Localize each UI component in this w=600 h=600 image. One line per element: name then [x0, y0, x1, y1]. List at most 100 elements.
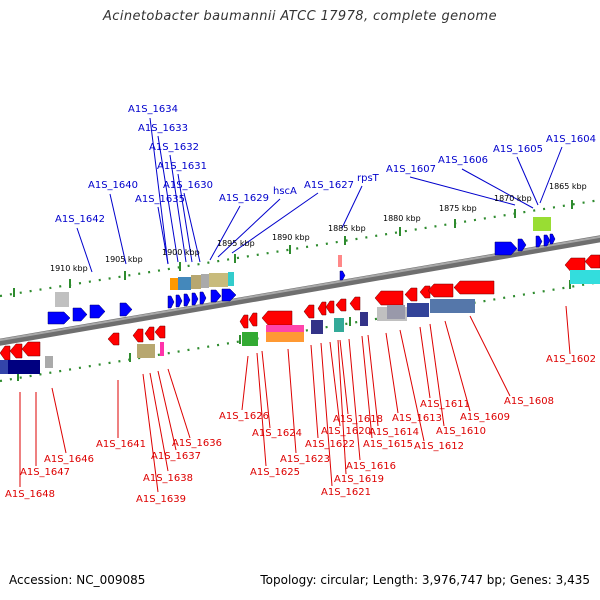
- reverse-gene-label: A1S_1647: [20, 467, 70, 478]
- kbp-tick-label: 1865 kbp: [549, 182, 587, 191]
- reverse-gene-arrow: [427, 283, 454, 298]
- label-leader-line: [399, 329, 425, 442]
- reverse-gene-arrow: [154, 325, 166, 339]
- label-leader-line: [51, 387, 67, 454]
- kbp-tick-label: 1905 kbp: [105, 255, 143, 264]
- reverse-gene-label: A1S_1609: [460, 412, 510, 423]
- forward-gene-arrow: [221, 288, 237, 302]
- feature-box: [160, 342, 164, 356]
- forward-gene-label: A1S_1633: [138, 123, 188, 134]
- label-leader-line: [241, 355, 249, 411]
- label-leader-line: [348, 338, 361, 461]
- reverse-gene-arrow: [248, 312, 258, 327]
- genome-title: Acinetobacter baumannii ATCC 17978, comp…: [103, 9, 497, 24]
- label-leader-line: [169, 154, 187, 263]
- label-leader-line: [419, 326, 431, 399]
- forward-gene-arrow: [191, 292, 199, 306]
- reverse-gene-arrow: [239, 314, 249, 329]
- forward-gene-arrow: [535, 235, 543, 248]
- label-leader-line: [287, 348, 297, 454]
- feature-box: [137, 344, 155, 358]
- reverse-gene-arrow: [349, 296, 361, 311]
- feature-box: [8, 360, 40, 374]
- reverse-gene-arrow: [21, 341, 41, 357]
- label-leader-line: [167, 368, 191, 439]
- reverse-gene-label: A1S_1614: [369, 427, 419, 438]
- forward-gene-label: A1S_1607: [386, 164, 436, 175]
- reverse-gene-label: A1S_1620: [321, 426, 371, 437]
- feature-box: [170, 278, 179, 290]
- forward-gene-arrow: [339, 270, 346, 281]
- label-leader-line: [339, 339, 349, 415]
- feature-box: [191, 275, 201, 289]
- feature-box: [360, 312, 368, 326]
- reverse-gene-label: A1S_1624: [252, 428, 302, 439]
- label-leader-line: [217, 198, 281, 258]
- label-leader-line: [444, 320, 471, 412]
- forward-gene-arrow: [167, 295, 175, 309]
- forward-gene-label: A1S_1630: [163, 180, 213, 191]
- feature-box: [533, 217, 551, 231]
- kbp-tick-label: 1890 kbp: [272, 233, 310, 242]
- forward-gene-arrow: [543, 234, 551, 247]
- genome-backbone: [0, 235, 600, 346]
- label-leader-line: [183, 192, 201, 263]
- forward-gene-label: A1S_1604: [546, 134, 596, 145]
- reverse-gene-label: A1S_1608: [504, 396, 554, 407]
- forward-gene-arrow: [210, 289, 222, 303]
- kbp-tick-label: 1910 kbp: [50, 264, 88, 273]
- kbp-tick-label: 1880 kbp: [383, 214, 421, 223]
- reverse-gene-label: A1S_1602: [546, 354, 596, 365]
- forward-gene-arrow: [89, 304, 106, 319]
- label-leader-line: [209, 205, 241, 261]
- reverse-gene-arrow: [419, 285, 431, 299]
- forward-gene-arrow: [72, 307, 88, 322]
- label-leader-line: [385, 332, 399, 414]
- kbp-tick-label: 1900 kbp: [162, 248, 200, 257]
- label-leader-line: [337, 339, 347, 475]
- feature-box: [55, 292, 69, 307]
- kbp-tick-label: 1885 kbp: [328, 224, 366, 233]
- reverse-gene-label: A1S_1623: [280, 454, 330, 465]
- reverse-gene-arrow: [9, 343, 23, 359]
- label-leader-line: [329, 341, 341, 427]
- reverse-gene-label: A1S_1637: [151, 451, 201, 462]
- reverse-gene-arrow: [317, 301, 327, 316]
- reverse-gene-arrow: [404, 287, 418, 302]
- forward-gene-label: A1S_1631: [157, 161, 207, 172]
- feature-box: [407, 303, 429, 317]
- feature-box: [209, 273, 228, 287]
- reverse-gene-label: A1S_1615: [363, 439, 413, 450]
- reverse-gene-label: A1S_1610: [436, 426, 486, 437]
- label-leader-line: [461, 168, 534, 209]
- reverse-gene-arrow: [564, 257, 586, 273]
- feature-box: [387, 305, 405, 319]
- forward-gene-label: A1S_1642: [55, 214, 105, 225]
- label-leader-line: [539, 146, 563, 204]
- feature-box: [266, 332, 304, 342]
- forward-gene-arrow: [199, 291, 207, 305]
- forward-gene-label: A1S_1632: [149, 142, 199, 153]
- kbp-tick-label: 1875 kbp: [439, 204, 477, 213]
- forward-gene-arrow: [183, 293, 191, 307]
- forward-gene-arrow: [175, 294, 183, 308]
- reverse-gene-label: A1S_1638: [143, 473, 193, 484]
- feature-box: [338, 255, 342, 267]
- feature-box: [178, 277, 191, 290]
- label-leader-line: [409, 176, 516, 206]
- forward-gene-arrow: [549, 233, 556, 245]
- label-leader-line: [565, 305, 571, 355]
- reverse-gene-arrow: [453, 280, 495, 295]
- reverse-gene-label: A1S_1648: [5, 489, 55, 500]
- upper-track-dots: [0, 198, 600, 298]
- reverse-gene-label: A1S_1625: [250, 467, 300, 478]
- lower-track-dots: [0, 280, 600, 383]
- reverse-gene-label: A1S_1611: [420, 399, 470, 410]
- forward-gene-arrow: [494, 241, 518, 256]
- label-leader-line: [149, 372, 169, 472]
- reverse-gene-label: A1S_1622: [305, 439, 355, 450]
- reverse-gene-arrow: [0, 345, 11, 361]
- forward-gene-label: A1S_1606: [438, 155, 488, 166]
- label-leader-line: [469, 315, 511, 397]
- reverse-gene-label: A1S_1646: [44, 454, 94, 465]
